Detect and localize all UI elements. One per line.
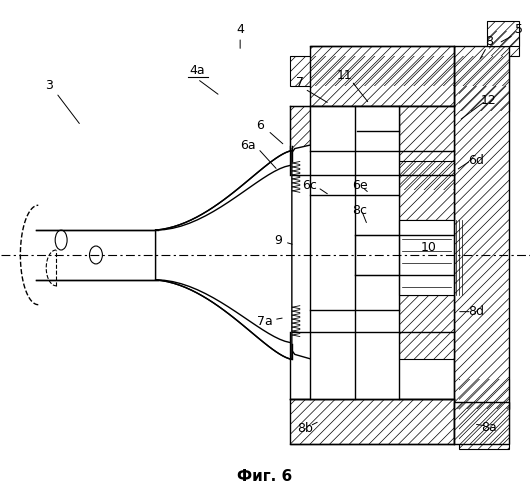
Text: 4: 4 (236, 22, 244, 36)
Polygon shape (459, 380, 509, 449)
Text: 8b: 8b (297, 422, 313, 436)
Polygon shape (399, 106, 454, 190)
Bar (310, 106, 399, 399)
Polygon shape (399, 160, 454, 220)
Polygon shape (290, 56, 509, 86)
Polygon shape (310, 106, 399, 150)
Polygon shape (290, 106, 310, 176)
Polygon shape (355, 275, 399, 314)
Polygon shape (290, 56, 509, 86)
Polygon shape (355, 196, 399, 235)
Polygon shape (355, 275, 399, 314)
Text: 8a: 8a (481, 420, 496, 434)
Polygon shape (399, 160, 454, 220)
Polygon shape (285, 306, 355, 340)
Polygon shape (290, 205, 359, 304)
Polygon shape (310, 198, 355, 232)
Text: 8c: 8c (352, 204, 367, 216)
Polygon shape (290, 399, 454, 444)
Polygon shape (454, 402, 509, 444)
Polygon shape (285, 164, 355, 196)
Text: 6a: 6a (241, 139, 256, 152)
Text: 6d: 6d (468, 154, 484, 167)
Ellipse shape (90, 246, 102, 264)
Text: 6e: 6e (352, 179, 367, 192)
Polygon shape (310, 46, 454, 106)
Text: Фиг. 6: Фиг. 6 (237, 469, 293, 484)
Text: 8d: 8d (468, 305, 484, 318)
Polygon shape (454, 46, 509, 409)
Text: 9: 9 (274, 234, 282, 246)
Polygon shape (489, 31, 519, 56)
Polygon shape (399, 106, 454, 190)
Text: 10: 10 (421, 240, 437, 254)
Polygon shape (487, 22, 519, 46)
Text: 7a: 7a (257, 315, 273, 328)
Ellipse shape (55, 230, 67, 250)
Polygon shape (357, 106, 399, 130)
Polygon shape (355, 196, 399, 235)
Polygon shape (399, 294, 454, 360)
Text: 6: 6 (256, 119, 264, 132)
Text: 11: 11 (337, 70, 353, 82)
Polygon shape (459, 86, 509, 111)
Polygon shape (310, 198, 355, 232)
Polygon shape (310, 280, 355, 314)
Polygon shape (454, 402, 509, 444)
Polygon shape (156, 150, 292, 360)
Polygon shape (459, 380, 509, 449)
Polygon shape (310, 46, 454, 106)
Text: 4a: 4a (190, 64, 205, 78)
Text: 5: 5 (515, 22, 523, 36)
Text: 12: 12 (481, 94, 496, 108)
Bar (399, 220, 454, 294)
Bar (355, 235, 399, 275)
Polygon shape (285, 164, 355, 196)
Polygon shape (487, 22, 519, 46)
Polygon shape (156, 140, 335, 364)
Polygon shape (310, 280, 355, 314)
Text: 8: 8 (485, 34, 493, 48)
Polygon shape (310, 106, 399, 150)
Polygon shape (459, 86, 509, 111)
Text: 6c: 6c (302, 179, 317, 192)
Polygon shape (285, 306, 355, 340)
Text: 7: 7 (296, 76, 304, 90)
Polygon shape (290, 399, 454, 444)
Polygon shape (399, 294, 454, 360)
Polygon shape (290, 205, 359, 304)
Polygon shape (290, 106, 310, 176)
Polygon shape (357, 106, 399, 130)
Polygon shape (489, 31, 519, 56)
Polygon shape (454, 46, 509, 409)
Text: 3: 3 (45, 80, 53, 92)
